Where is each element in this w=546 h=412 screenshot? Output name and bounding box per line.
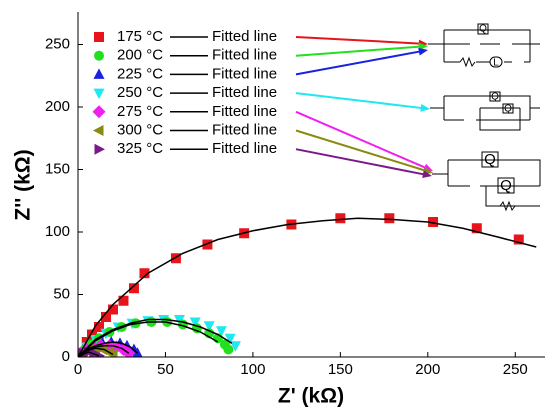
legend-label: 175 °C (117, 28, 163, 45)
legend-fit-label: Fitted line (212, 65, 277, 82)
arrow (295, 129, 426, 172)
legend-label: 200 °C (117, 47, 163, 64)
legend-marker (94, 50, 104, 61)
data-point (428, 217, 439, 227)
fitted-line (78, 318, 233, 357)
legend-label: 300 °C (117, 121, 163, 138)
fitted-line (78, 351, 100, 357)
legend-marker (93, 125, 104, 136)
data-point (173, 315, 185, 326)
data-point (384, 213, 395, 224)
circuit-label: Q (500, 177, 512, 194)
data-point (229, 341, 241, 352)
data-point (106, 349, 118, 357)
x-tick-label: 100 (240, 361, 265, 378)
x-tick-label: 50 (157, 361, 174, 378)
circuit-label: L (493, 58, 499, 69)
legend-fit-label: Fitted line (212, 121, 277, 138)
legend-marker (93, 88, 105, 100)
y-axis-title: Z'' (kΩ) (12, 149, 35, 220)
circuit-label: Q (479, 24, 487, 35)
fitted-line (78, 345, 130, 357)
fitted-line (78, 347, 114, 357)
legend-marker (94, 143, 105, 155)
x-tick-label: 0 (74, 361, 82, 378)
fitted-line (78, 321, 219, 357)
arrow (295, 148, 425, 176)
circuit-label: Q (504, 104, 512, 115)
legend-marker (92, 105, 106, 119)
y-tick-label: 150 (45, 160, 70, 177)
legend-fit-label: Fitted line (212, 47, 277, 64)
legend-label: 225 °C (117, 65, 163, 82)
y-tick-label: 200 (45, 98, 70, 115)
circuits (428, 23, 541, 212)
legend-fit-label: Fitted line (212, 140, 277, 157)
legend-marker (94, 32, 104, 42)
x-tick-label: 200 (415, 361, 440, 378)
y-tick-label: 50 (53, 285, 70, 302)
data-point (215, 326, 227, 337)
data-point (189, 317, 201, 328)
data-point (139, 268, 150, 279)
data-point (224, 333, 236, 345)
legend-label: 325 °C (117, 140, 163, 157)
data-point (335, 213, 346, 224)
legend-fit-label: Fitted line (212, 84, 277, 101)
arrow (295, 45, 421, 57)
x-axis-title: Z' (kΩ) (278, 385, 344, 408)
data-point (132, 347, 143, 357)
arrow (295, 36, 421, 45)
circuit-label: Q (491, 92, 499, 103)
data-point (122, 346, 136, 357)
data-point (128, 283, 139, 294)
x-tick-label: 150 (328, 361, 353, 378)
arrow (295, 92, 423, 110)
legend-marker (93, 68, 105, 79)
arrow-head (422, 170, 432, 179)
arrow-head (418, 47, 428, 56)
arrow (295, 110, 427, 169)
y-tick-label: 250 (45, 35, 70, 52)
legend-label: 275 °C (117, 103, 163, 120)
legend-fit-label: Fitted line (212, 103, 277, 120)
data-point (223, 344, 234, 355)
plot-area (78, 213, 537, 357)
legend-fit-label: Fitted line (212, 28, 277, 45)
y-tick-label: 0 (62, 348, 70, 365)
data-point (203, 321, 215, 332)
y-tick-label: 100 (45, 223, 70, 240)
legend-label: 250 °C (117, 84, 163, 101)
circuit-label: Q (484, 151, 496, 168)
x-tick-label: 250 (503, 361, 528, 378)
arrow (295, 50, 421, 76)
fitted-line (78, 217, 537, 357)
arrow-head (420, 104, 430, 112)
